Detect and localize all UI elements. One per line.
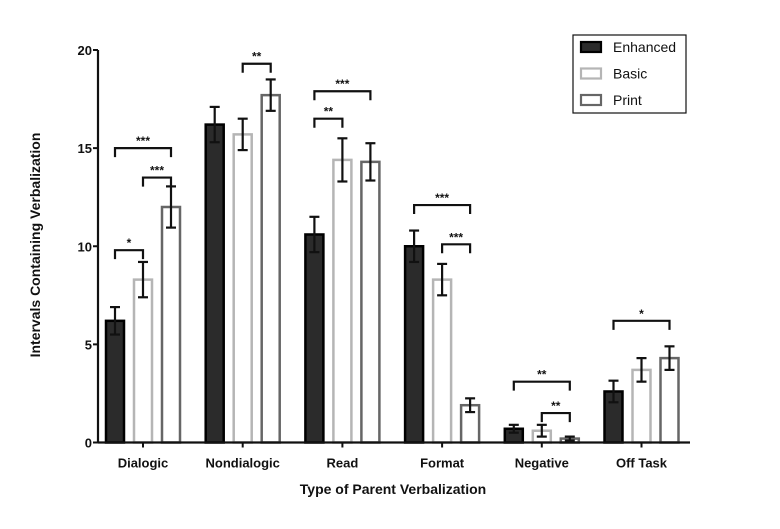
bar-print-read (360, 160, 381, 444)
significance-bracket: ** (540, 399, 571, 423)
significance-bracket: *** (413, 191, 472, 215)
error-bar (265, 78, 276, 112)
bracket-line (512, 380, 571, 391)
legend-label-print: Print (613, 92, 642, 108)
bracket-line (540, 411, 571, 423)
significance-bracket: *** (441, 230, 472, 254)
significance-bracket: *** (141, 164, 173, 187)
significance-label: *** (150, 164, 164, 178)
x-tick-label: Format (420, 456, 465, 471)
bracket-line (141, 176, 173, 187)
y-tick-label: 5 (85, 337, 92, 352)
bracket-line (313, 117, 344, 128)
x-tick-label: Negative (515, 456, 569, 471)
bar-basic-read (332, 158, 353, 444)
bracket-line (413, 203, 472, 215)
significance-label: ** (324, 105, 334, 119)
error-bar (138, 260, 148, 299)
y-tick-label: 0 (85, 436, 92, 451)
significance-bracket: * (612, 307, 671, 330)
bar-print-nondialogic (260, 93, 281, 444)
error-bar (636, 357, 647, 383)
significance-label: ** (537, 368, 547, 382)
bar-enhanced-dialogic (104, 319, 126, 444)
error-bar (309, 215, 320, 254)
significance-bracket: ** (512, 368, 571, 391)
significance-label: * (127, 236, 132, 250)
bar-enhanced-nondialogic (204, 123, 225, 444)
legend-label-basic: Basic (613, 66, 647, 82)
significance-bracket: ** (313, 105, 344, 128)
error-bar (664, 345, 675, 371)
significance-label: ** (551, 399, 561, 413)
error-bar (564, 435, 575, 442)
significance-label: *** (449, 230, 463, 244)
bar-basic-nondialogic (232, 133, 253, 444)
bar-enhanced-format (403, 245, 425, 444)
bracket-line (313, 90, 372, 101)
bar-enhanced-read (304, 233, 325, 444)
significance-label: *** (435, 191, 449, 205)
bar-print-dialogic (160, 205, 182, 444)
significance-label: *** (136, 134, 150, 148)
error-bar (465, 397, 476, 414)
error-bar (409, 229, 420, 264)
legend-label-enhanced: Enhanced (613, 39, 676, 55)
significance-label: ** (252, 50, 262, 64)
x-axis-label: Type of Parent Verbalization (300, 481, 486, 497)
error-bar (365, 142, 376, 182)
y-tick-label: 10 (78, 239, 92, 254)
bracket-line (113, 249, 145, 260)
bracket-line (612, 319, 671, 330)
error-bar (209, 105, 220, 144)
bar-basic-format (431, 278, 453, 444)
legend-swatch-basic (579, 67, 603, 80)
x-tick-label: Off Task (616, 456, 668, 471)
y-axis-label: Intervals Containing Verbalization (27, 133, 43, 358)
plot-area: 0 5 10 15 20 Dialogic Nondialogic Read Format Neg… (78, 43, 690, 471)
error-bar (337, 137, 348, 183)
x-tick-label: Dialogic (118, 456, 169, 471)
bar-basic-dialogic (132, 278, 154, 444)
error-bar (110, 305, 120, 336)
y-tick-label: 15 (78, 141, 92, 156)
error-bar (608, 379, 619, 404)
significance-bracket: *** (113, 134, 173, 158)
legend-swatch-enhanced (579, 40, 603, 54)
legend-swatch-print (579, 93, 603, 107)
legend: Enhanced Basic Print (572, 34, 687, 114)
error-bar (437, 262, 448, 297)
significance-label: * (639, 307, 644, 321)
significance-label: *** (335, 77, 349, 91)
bracket-line (441, 243, 472, 254)
x-tick-label: Read (327, 456, 359, 471)
error-bar (508, 423, 519, 434)
bracket-line (113, 147, 173, 158)
significance-bracket: * (113, 236, 145, 260)
y-tick-label: 20 (78, 43, 92, 58)
significance-bracket: *** (313, 77, 372, 101)
error-bar (237, 117, 248, 152)
x-tick-label: Nondialogic (206, 456, 280, 471)
significance-bracket: ** (241, 50, 272, 73)
bracket-line (241, 62, 272, 73)
error-bar (536, 423, 547, 438)
